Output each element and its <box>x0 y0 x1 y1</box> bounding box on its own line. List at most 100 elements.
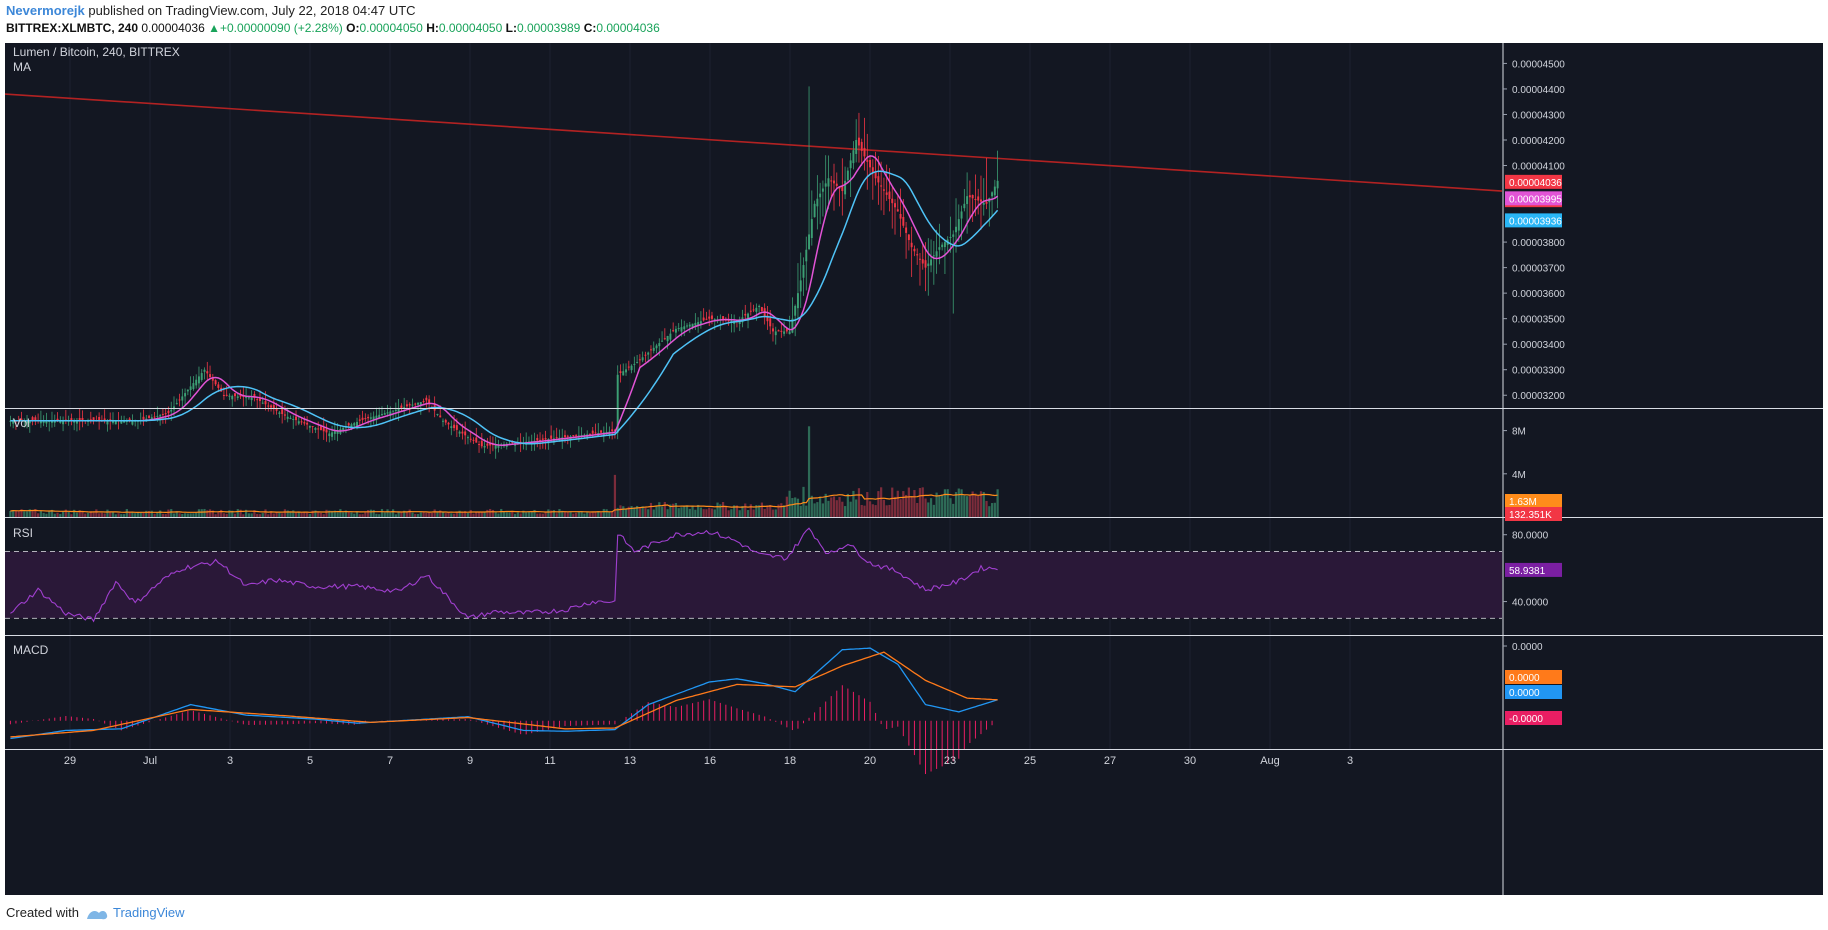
tradingview-link[interactable]: TradingView <box>112 905 185 920</box>
candle-body <box>663 338 666 340</box>
candle-body <box>638 359 641 361</box>
candle-body <box>616 374 619 433</box>
volume-bar <box>899 499 902 517</box>
macd-signal-line <box>10 651 998 738</box>
volume-bar <box>242 514 245 517</box>
volume-bar <box>910 496 913 517</box>
macd-line <box>10 647 998 740</box>
candle-body <box>666 335 669 342</box>
volume-bar <box>580 511 583 517</box>
candle-body <box>694 322 697 326</box>
volume-bar <box>771 509 775 517</box>
candle-body <box>977 196 980 201</box>
volume-bar <box>688 508 691 517</box>
volume-bar <box>178 513 181 517</box>
volume-bar <box>555 513 558 517</box>
candle-body <box>270 405 273 408</box>
candle-body <box>173 406 175 410</box>
candle-body <box>114 420 117 425</box>
open-value: 0.00004050 <box>359 21 423 35</box>
volume-bar <box>103 513 106 517</box>
candle-body <box>292 419 295 421</box>
volume-bar <box>525 512 528 517</box>
chart-canvas[interactable]: 0.00004500 0.00004400 0.00004300 0.00004200… <box>4 43 1823 895</box>
candle-body <box>966 196 969 205</box>
close-label: C: <box>583 21 597 35</box>
volume-bar <box>258 514 262 517</box>
volume-bar <box>330 510 334 517</box>
volume-bar <box>64 509 67 517</box>
candle-body <box>211 378 214 381</box>
volume-bar <box>355 511 359 517</box>
candle-body <box>189 386 192 390</box>
candle-body <box>494 444 497 449</box>
volume-bar <box>244 509 248 517</box>
volume-bar <box>117 513 120 517</box>
volume-bar <box>802 486 805 517</box>
volume-bar <box>716 502 719 517</box>
volume-bar <box>439 510 442 517</box>
volume-bar <box>777 504 780 517</box>
candle-body <box>550 435 553 439</box>
candle-body <box>910 242 913 248</box>
volume-ma-line <box>10 493 998 514</box>
volume-bar <box>153 513 156 517</box>
candle-body <box>777 330 780 332</box>
candle-body <box>816 198 819 207</box>
volume-bar <box>566 512 569 517</box>
volume-bar <box>186 513 189 517</box>
candle-body <box>938 247 941 250</box>
volume-bar <box>791 498 794 517</box>
volume-bar <box>353 513 356 517</box>
candle-body <box>835 183 838 186</box>
volume-bar <box>602 508 605 517</box>
candle-body <box>894 203 896 208</box>
volume-bar <box>649 502 653 517</box>
volume-bar <box>608 511 611 517</box>
volume-bar <box>505 512 508 517</box>
volume-bar <box>827 500 830 517</box>
volume-bar <box>253 510 256 517</box>
candle-body <box>20 418 23 421</box>
candle-body <box>408 404 411 406</box>
volume-bar <box>755 505 758 517</box>
volume-bar <box>932 504 935 517</box>
volume-bar <box>952 503 955 517</box>
volume-bar <box>599 512 603 517</box>
volume-bar <box>172 513 176 517</box>
volume-bar <box>624 509 628 517</box>
volume-bar <box>871 504 874 517</box>
volume-bar <box>866 492 869 517</box>
volume-bar <box>225 513 228 517</box>
candle-body <box>536 437 539 441</box>
candle-body <box>855 139 858 154</box>
volume-bar <box>59 513 62 517</box>
volume-bar <box>416 513 420 517</box>
volume-bar <box>977 495 980 517</box>
volume-bar <box>466 512 470 517</box>
volume-ma-badge: 1.63M <box>1509 497 1537 508</box>
volume-bar <box>28 509 31 517</box>
author-link[interactable]: Nevermorejk <box>6 3 85 18</box>
candle-body <box>425 397 428 401</box>
volume-bar <box>156 512 159 517</box>
rsi-band-fill <box>5 551 1502 619</box>
volume-bar <box>857 488 861 517</box>
volume-bar <box>317 511 320 517</box>
volume-bar <box>913 490 916 517</box>
candle-body <box>821 188 824 192</box>
volume-bar <box>561 510 564 517</box>
volume-bar <box>674 502 678 517</box>
volume-bar <box>489 508 492 517</box>
candle-body <box>833 180 835 184</box>
volume-bar <box>325 509 328 517</box>
chart-area[interactable]: 0.00004500 0.00004400 0.00004300 0.00004200… <box>4 43 1823 895</box>
volume-bar <box>391 509 395 517</box>
candle-body <box>863 147 866 157</box>
candle-body <box>336 430 339 434</box>
candle-body <box>358 419 361 421</box>
candle-body <box>483 446 486 448</box>
volume-bar <box>67 512 70 517</box>
volume-bar <box>405 511 409 517</box>
volume-bar <box>380 508 384 517</box>
